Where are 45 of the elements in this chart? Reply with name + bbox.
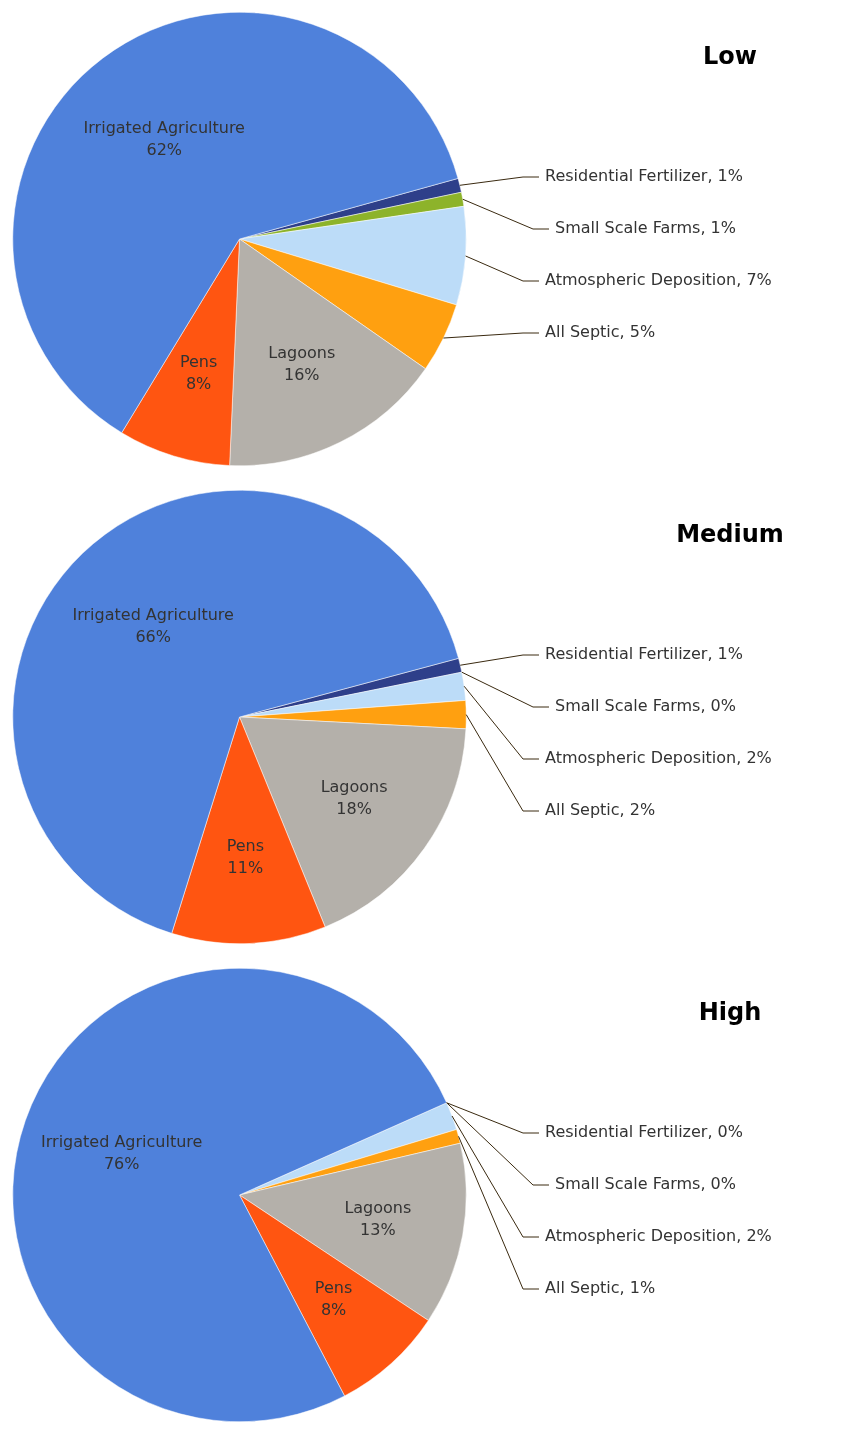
data-label: , 2% [736, 1226, 772, 1246]
text: , 0% [700, 696, 736, 716]
data-label: 13% [360, 1220, 396, 1240]
text: Medium [676, 520, 784, 549]
slice-label: Residential Fertilizer [545, 166, 708, 186]
category-label: Residential Fertilizer [545, 1122, 708, 1142]
data-label: , 2% [619, 800, 656, 820]
data-label: 18% [336, 798, 372, 818]
data-label: 62% [146, 139, 183, 159]
slice-label: Lagoons [320, 776, 388, 796]
slice-label: Lagoons [344, 1198, 412, 1218]
data-label: 8% [185, 373, 212, 393]
category-label: Small Scale Farms [555, 696, 701, 716]
data-label: , 1% [707, 166, 743, 186]
slice-label: Pens [226, 835, 265, 855]
data-label: , 1% [619, 1278, 656, 1298]
slice-label: All Septic [545, 800, 620, 820]
data-label: 66% [135, 627, 171, 647]
data-label: , 7% [736, 270, 772, 290]
text: High [698, 998, 762, 1027]
slice-label: Pens [179, 351, 218, 371]
data-label: , 2% [736, 748, 772, 768]
slice-label: Irrigated Agriculture [83, 117, 245, 137]
slice-label: Atmospheric Deposition [545, 270, 737, 290]
text: Low [703, 42, 757, 71]
data-label: , 1% [707, 644, 743, 664]
text: , 0% [700, 1174, 736, 1194]
slice-label: Small Scale Farms [555, 218, 701, 238]
slice-label: Atmospheric Deposition [545, 1226, 737, 1246]
slice-label: Atmospheric Deposition [545, 748, 737, 768]
data-label: , 1% [700, 218, 736, 238]
text: , 0% [707, 1122, 743, 1142]
data-label: , 5% [619, 322, 656, 342]
slice-label: Lagoons [268, 343, 336, 363]
slice-label: All Septic [545, 1278, 620, 1298]
slice-label: Residential Fertilizer [545, 644, 708, 664]
slice-label: All Septic [545, 322, 620, 342]
slice-label: Irrigated Agriculture [41, 1132, 203, 1152]
data-label: 8% [320, 1299, 347, 1319]
data-label: 76% [103, 1154, 140, 1174]
data-label: 16% [284, 365, 320, 385]
data-label: 11% [227, 857, 264, 877]
slice-label: Irrigated Agriculture [72, 605, 234, 625]
category-label: Small Scale Farms [555, 1174, 701, 1194]
slice-label: Pens [314, 1277, 353, 1297]
